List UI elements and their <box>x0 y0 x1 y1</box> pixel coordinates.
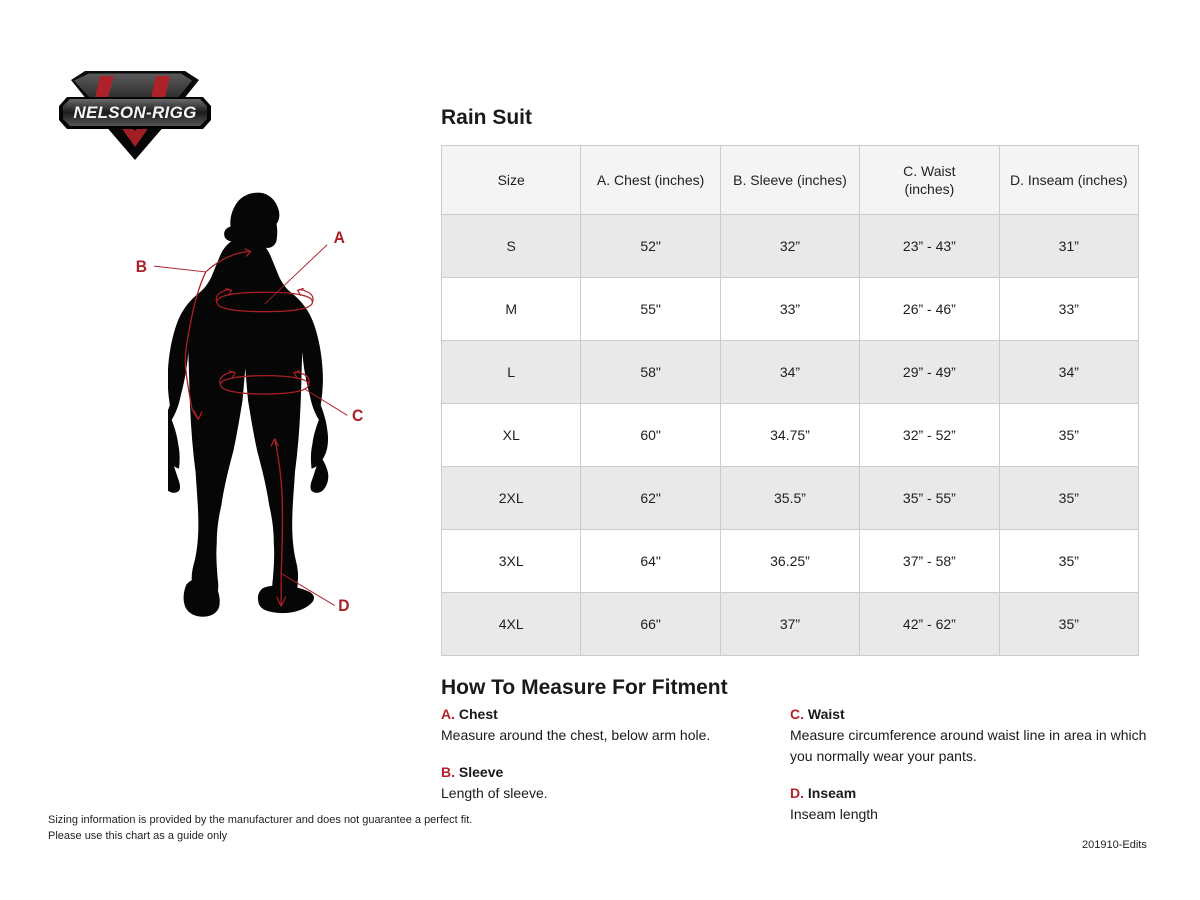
svg-text:C: C <box>352 407 364 425</box>
svg-text:A: A <box>334 228 346 246</box>
svg-text:D: D <box>338 597 349 615</box>
svg-text:B: B <box>136 258 147 276</box>
